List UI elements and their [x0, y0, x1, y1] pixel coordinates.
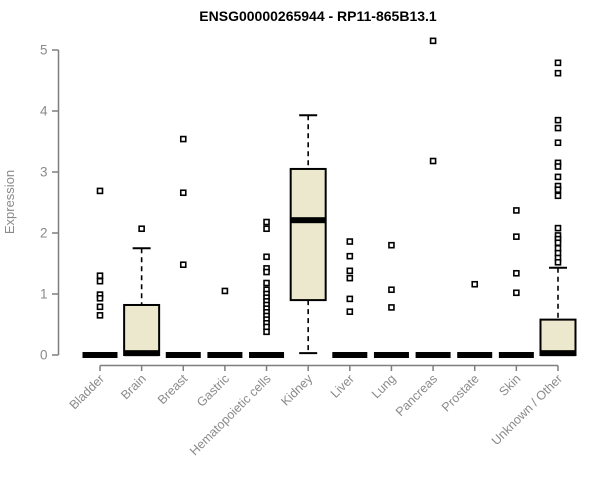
outlier-point: [346, 267, 354, 275]
iqr-box: [539, 318, 577, 356]
outlier-point: [346, 274, 354, 282]
outlier-point: [346, 295, 354, 303]
outlier-point: [554, 192, 562, 200]
outlier-point: [96, 312, 104, 319]
median-bar: [249, 352, 285, 358]
outlier-point: [554, 139, 562, 147]
outlier-point: [554, 258, 562, 266]
outlier-point: [96, 303, 104, 311]
outlier-point: [96, 294, 104, 302]
x-category-label: Brain: [118, 372, 149, 403]
outlier-point: [96, 187, 104, 195]
y-tick-label: 0: [40, 348, 48, 363]
y-tick-label: 2: [40, 226, 48, 241]
outlier-point: [388, 286, 395, 294]
outlier-point: [263, 218, 270, 226]
x-category-label: Pancreas: [393, 372, 440, 419]
x-category-label: Hematopoietic cells: [187, 372, 274, 459]
y-tick-label: 1: [40, 287, 48, 302]
outlier-point: [429, 37, 437, 45]
outlier-point: [429, 157, 437, 165]
outlier-point: [221, 287, 229, 295]
outlier-point: [388, 241, 395, 249]
outlier-point: [346, 308, 354, 315]
outlier-point: [554, 59, 562, 67]
iqr-box: [123, 303, 161, 357]
x-category-label: Liver: [328, 372, 357, 401]
plot-area: 0 1 2 3 4 5 Bladder Brain Breast GastricHematopoi…: [40, 37, 577, 459]
median-bar: [457, 352, 493, 358]
x-category-label: Lung: [369, 372, 399, 402]
outlier-point: [179, 135, 187, 143]
x-category-label: Skin: [496, 372, 523, 399]
outlier-point: [554, 116, 562, 124]
outlier-point: [346, 252, 354, 260]
x-category-label: Bladder: [67, 372, 107, 412]
x-category-label: Unknown / Other: [489, 372, 565, 448]
outlier-point: [179, 189, 187, 197]
outlier-point: [513, 233, 520, 240]
x-category-label: Breast: [155, 371, 191, 407]
outlier-point: [471, 280, 479, 288]
outlier-point: [513, 207, 520, 214]
median-bar: [415, 352, 451, 358]
y-tick-label: 5: [40, 43, 48, 58]
outlier-point: [554, 124, 562, 132]
outlier-point: [513, 269, 520, 277]
x-category-label: Prostate: [439, 372, 482, 415]
outlier-point: [263, 225, 270, 233]
median-bar: [124, 350, 160, 357]
median-bar: [498, 352, 534, 358]
outlier-point: [554, 173, 562, 181]
outlier-point: [263, 279, 270, 287]
median-bar: [332, 352, 368, 358]
median-bar: [540, 350, 576, 357]
median-bar: [373, 352, 409, 358]
outlier-point: [388, 304, 395, 311]
outlier-point: [554, 163, 562, 170]
outlier-point: [263, 328, 270, 336]
outlier-point: [96, 277, 104, 285]
outlier-point: [554, 186, 562, 193]
outlier-point: [96, 272, 104, 280]
y-axis-label: Expression: [2, 170, 17, 234]
outlier-point: [554, 239, 562, 247]
x-category-label: Gastric: [194, 372, 232, 410]
y-tick-label: 4: [40, 104, 48, 119]
x-category-label: Kidney: [278, 371, 315, 408]
outlier-point: [513, 289, 520, 297]
outlier-point: [263, 268, 270, 276]
chart-title: ENSG00000265944 - RP11-865B13.1: [199, 8, 437, 24]
outlier-point: [554, 69, 562, 77]
iqr-box: [289, 167, 327, 302]
outlier-point: [138, 225, 145, 233]
outlier-point: [263, 253, 270, 261]
median-bar: [82, 352, 118, 358]
outlier-point: [179, 261, 187, 269]
median-bar: [207, 352, 243, 358]
y-tick-label: 3: [40, 165, 48, 180]
median-bar: [165, 352, 201, 358]
outlier-point: [346, 238, 354, 245]
median-bar: [290, 217, 326, 224]
outlier-point: [554, 224, 562, 232]
